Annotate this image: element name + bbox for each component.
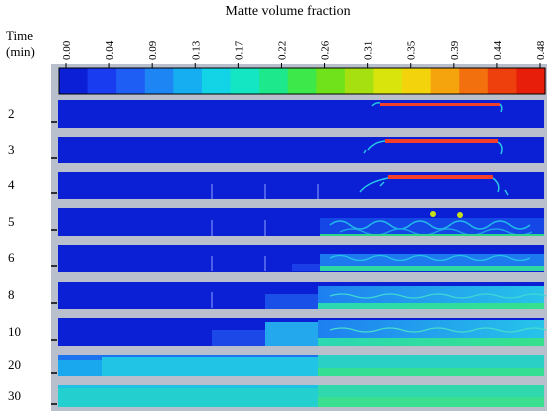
- colorbar-border: [58, 67, 546, 95]
- panel-t2: [58, 100, 544, 128]
- colorbar-swatch: [201, 68, 232, 94]
- colorbar-swatch: [316, 68, 346, 94]
- panel-t5: [58, 208, 544, 236]
- time-label: 3: [8, 142, 15, 157]
- time-label: 2: [8, 106, 15, 121]
- colorbar-tick-label: 0.35: [406, 40, 418, 60]
- colorbar-swatch: [402, 68, 432, 94]
- time-label: 6: [8, 250, 15, 265]
- colorbar-swatch: [87, 68, 117, 94]
- colorbar-tick-label: 0.31: [363, 41, 375, 60]
- colorbar-tick-label: 0.04: [104, 40, 116, 60]
- colorbar-tick-label: 0.48: [535, 40, 547, 60]
- colorbar-tick-label: 0.22: [276, 41, 288, 60]
- time-header: Time: [6, 28, 33, 43]
- time-label: 8: [8, 287, 15, 302]
- time-label: 10: [8, 324, 21, 339]
- panel-t8: [58, 282, 547, 309]
- panel-t4: [58, 172, 544, 199]
- colorbar-tick-label: 0.09: [147, 40, 159, 60]
- time-label: 4: [8, 177, 15, 192]
- colorbar-tick-label: 0.13: [190, 40, 202, 60]
- panel-t6: [58, 245, 544, 272]
- colorbar-swatch: [230, 68, 260, 94]
- time-label: 20: [8, 357, 21, 372]
- colorbar-swatch: [173, 68, 203, 94]
- colorbar-swatch: [59, 68, 89, 94]
- time-labels: 2 3 4 5 6 8 10 20 30: [8, 106, 57, 405]
- colorbar-tick-label: 0.17: [233, 40, 245, 60]
- panel-t30: [58, 385, 544, 407]
- colorbar-ticks: 0.00 0.04 0.09 0.13 0.17 0.22 0.26 0.31 0.35 0.39…: [61, 40, 547, 68]
- colorbar-tick-label: 0.00: [61, 40, 73, 60]
- time-label: 30: [8, 388, 21, 403]
- colorbar-tick-label: 0.26: [320, 40, 332, 60]
- colorbar-swatch: [287, 68, 317, 94]
- time-unit: (min): [6, 44, 35, 59]
- colorbar-swatch: [259, 68, 289, 94]
- panel-t3: [58, 137, 544, 163]
- colorbar-swatch: [116, 68, 146, 94]
- colorbar-swatch: [430, 68, 460, 94]
- panel-t20: [58, 355, 544, 376]
- colorbar-swatch: [373, 68, 403, 94]
- time-label: 5: [8, 214, 15, 229]
- colorbar-swatch: [487, 68, 518, 94]
- colorbar-swatch: [344, 68, 375, 94]
- colorbar-swatch: [459, 68, 489, 94]
- colorbar: [58, 67, 546, 95]
- panel-t10: [58, 318, 547, 346]
- colorbar-swatch: [144, 68, 174, 94]
- colorbar-swatch: [516, 68, 546, 94]
- colorbar-tick-label: 0.44: [492, 40, 504, 60]
- figure-title: Matte volume fraction: [225, 4, 350, 19]
- colorbar-tick-label: 0.39: [449, 40, 461, 60]
